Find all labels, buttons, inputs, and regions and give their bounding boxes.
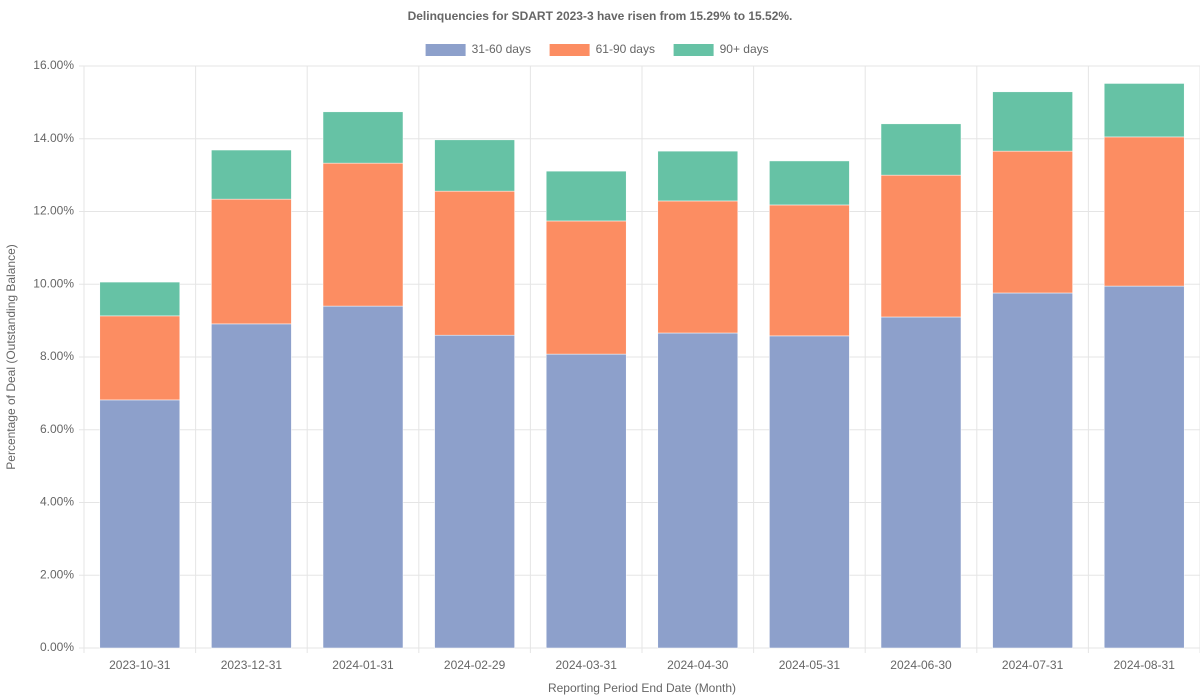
bar-segment <box>880 174 962 318</box>
bar-segment <box>769 160 850 206</box>
bar-segment <box>657 150 739 202</box>
bar-segment <box>322 111 404 164</box>
bar-segment <box>211 198 292 325</box>
bar-segment <box>99 399 181 649</box>
bar-segment <box>992 91 1073 152</box>
bar-segment <box>322 305 404 649</box>
legend-swatch <box>549 44 590 56</box>
bar-segment <box>211 149 292 200</box>
y-tick-label: 10.00% <box>33 276 74 290</box>
bar-segment <box>1103 285 1185 649</box>
bar-segment <box>992 150 1073 294</box>
bar-segment <box>545 353 627 649</box>
bar-segment <box>545 170 627 222</box>
y-tick-label: 12.00% <box>33 204 74 218</box>
legend-label: 61-90 days <box>596 42 655 56</box>
legend-swatch <box>425 44 466 56</box>
x-tick-label: 2023-10-31 <box>109 658 171 672</box>
bar-segment <box>99 281 181 317</box>
x-tick-label: 2024-07-31 <box>1002 658 1064 672</box>
y-axis-title: Percentage of Deal (Outstanding Balance) <box>4 244 18 469</box>
x-tick-label: 2024-03-31 <box>556 658 618 672</box>
bar-segment <box>1103 136 1185 287</box>
y-tick-label: 2.00% <box>40 567 74 581</box>
bar-segment <box>769 204 850 337</box>
x-tick-label: 2024-02-29 <box>444 658 506 672</box>
bar-segment <box>1103 83 1185 138</box>
bar-segment <box>211 323 292 649</box>
bar-segment <box>657 332 739 649</box>
x-tick-label: 2024-06-30 <box>890 658 952 672</box>
bar-segment <box>880 123 962 176</box>
bar-segment <box>322 162 404 307</box>
bar-segment <box>769 335 850 649</box>
x-axis-title: Reporting Period End Date (Month) <box>548 681 736 695</box>
bar-segment <box>545 220 627 355</box>
x-tick-label: 2024-08-31 <box>1114 658 1176 672</box>
y-tick-label: 0.00% <box>40 640 74 654</box>
bar-segment <box>434 334 515 649</box>
x-tick-label: 2024-04-30 <box>667 658 729 672</box>
y-tick-label: 6.00% <box>40 422 74 436</box>
y-tick-label: 16.00% <box>33 58 74 72</box>
legend-swatch <box>673 44 714 56</box>
x-tick-label: 2023-12-31 <box>221 658 283 672</box>
legend-label: 90+ days <box>720 42 769 56</box>
bar-segment <box>657 200 739 334</box>
x-tick-label: 2024-01-31 <box>332 658 394 672</box>
legend-label: 31-60 days <box>472 42 531 56</box>
chart-title: Delinquencies for SDART 2023-3 have rise… <box>408 9 793 23</box>
bar-segment <box>434 190 515 336</box>
y-tick-label: 8.00% <box>40 349 74 363</box>
bar-segment <box>992 292 1073 649</box>
y-tick-label: 14.00% <box>33 131 74 145</box>
bar-segment <box>99 315 181 401</box>
bar-segment <box>434 139 515 192</box>
y-tick-label: 4.00% <box>40 495 74 509</box>
x-tick-label: 2024-05-31 <box>779 658 841 672</box>
bar-segment <box>880 316 962 649</box>
